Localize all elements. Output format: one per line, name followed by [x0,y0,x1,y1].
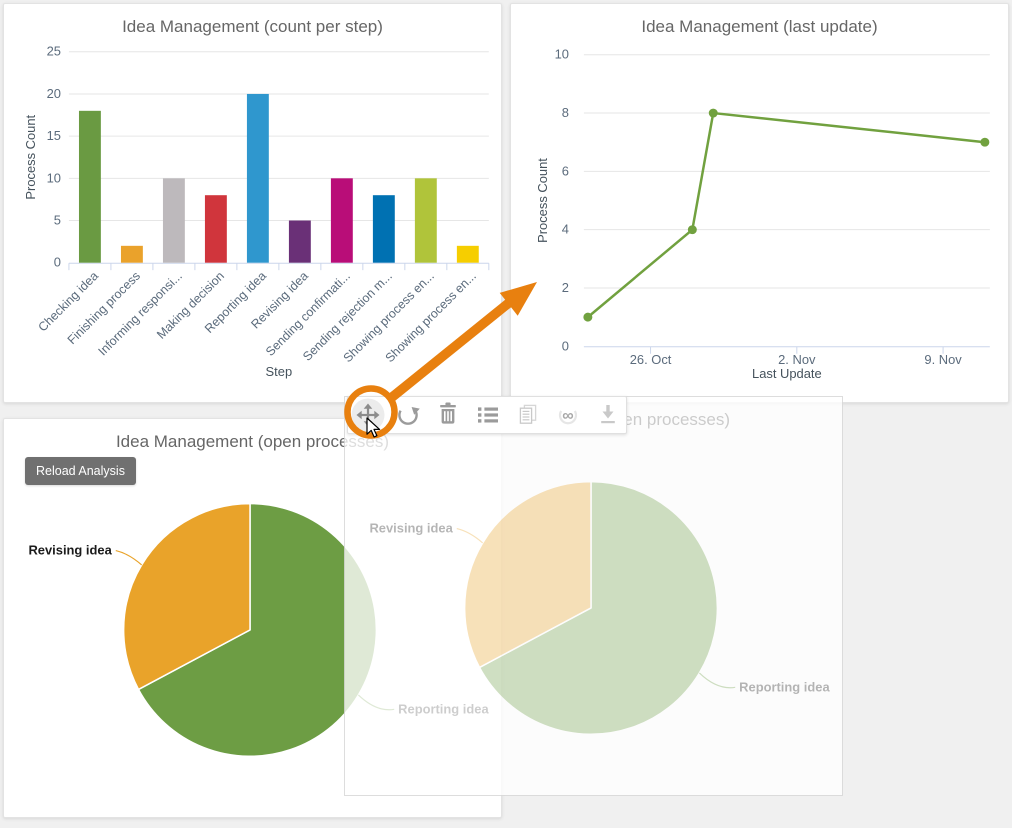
bar-chart-title: Idea Management (count per step) [122,17,383,36]
line-chart-title: Idea Management (last update) [641,17,878,36]
toolbar-move-button[interactable] [348,397,388,433]
infinity-link-icon: ∞ [558,408,578,425]
svg-text:Process Count: Process Count [23,114,38,199]
toolbar-list-button[interactable] [468,397,508,433]
svg-text:∞: ∞ [562,408,573,425]
svg-text:4: 4 [562,222,569,237]
svg-text:9. Nov: 9. Nov [924,352,962,367]
svg-text:25: 25 [47,44,61,59]
line-chart-canvas: 0 2 4 6 8 10 26. Oct 2. Nov 9. Nov Process Count L… [535,47,990,381]
svg-text:2. Nov: 2. Nov [778,352,816,367]
svg-text:10: 10 [47,170,61,185]
panel-open-processes: Idea Management (open processes) Reload … [3,418,502,818]
toolbar-link-button[interactable]: ∞ [548,397,588,433]
svg-text:2: 2 [562,280,569,295]
svg-text:6: 6 [562,163,569,178]
download-icon [601,405,615,424]
toolbar-report-button[interactable] [508,397,548,433]
svg-text:Last Update: Last Update [752,366,822,381]
toolbar-reload-button[interactable] [388,397,428,433]
svg-text:5: 5 [54,212,61,227]
move-icon [351,398,385,432]
svg-text:Step: Step [266,364,293,379]
reload-icon [398,407,420,425]
panel-count-per-step: Idea Management (count per step) 0 5 10 15 2… [3,3,502,403]
pie-chart-title: Idea Management (open processes) [115,432,390,451]
svg-text:Reporting idea: Reporting idea [398,701,489,716]
svg-text:10: 10 [555,47,569,62]
svg-text:0: 0 [562,338,569,353]
svg-text:8: 8 [562,105,569,120]
pie-chart-canvas: Reporting idea Revising idea [28,502,489,757]
panel-last-update: Idea Management (last update) 0 2 4 6 8 10 26.… [510,3,1009,403]
trash-icon [440,402,456,424]
svg-text:Finishing process: Finishing process [65,269,143,347]
toolbar-download-button[interactable] [588,397,628,433]
svg-text:20: 20 [47,86,61,101]
svg-text:0: 0 [54,255,61,270]
svg-text:15: 15 [47,128,61,143]
svg-text:26. Oct: 26. Oct [630,352,672,367]
widget-toolbar: ∞ [347,396,627,434]
reload-analysis-button[interactable]: Reload Analysis [25,457,136,485]
svg-text:Revising idea: Revising idea [28,543,112,558]
list-icon [478,407,498,423]
svg-text:Reporting idea: Reporting idea [739,679,830,694]
toolbar-delete-button[interactable] [428,397,468,433]
document-icon [519,404,537,424]
svg-text:Process Count: Process Count [535,158,550,243]
